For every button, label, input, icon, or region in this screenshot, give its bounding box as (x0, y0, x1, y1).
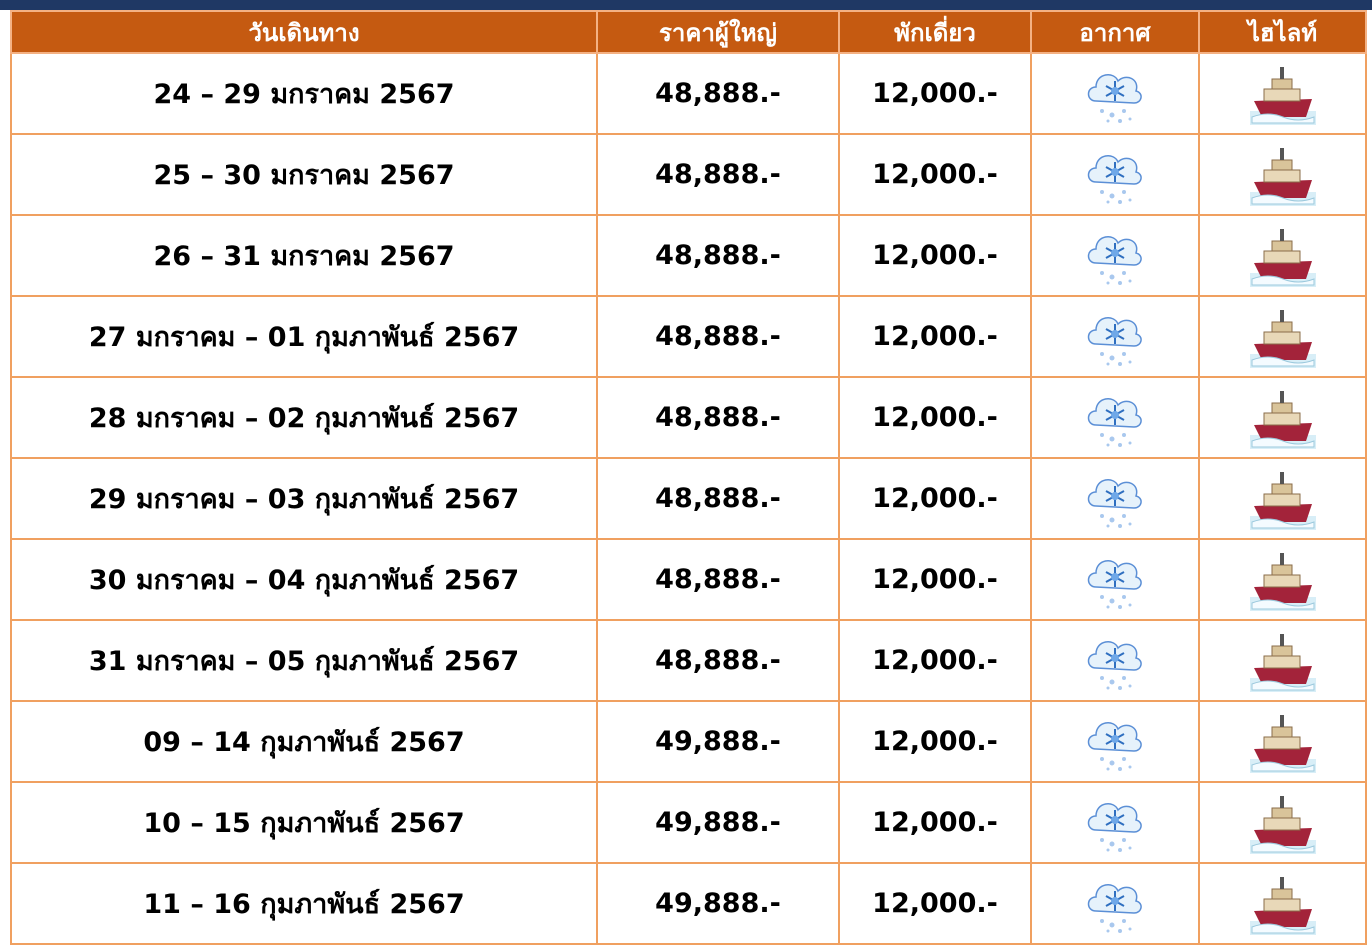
highlight-cell (1199, 377, 1366, 458)
page: วันเดินทางราคาผู้ใหญ่พักเดี่ยวอากาศไฮไลท… (0, 0, 1372, 933)
icebreaker-icon (1248, 628, 1318, 694)
icebreaker-icon (1248, 466, 1318, 532)
snow-icon (1082, 709, 1148, 775)
header-cell: วันเดินทาง (11, 11, 597, 53)
price-cell: 12,000.- (839, 620, 1031, 701)
snow-icon (1082, 628, 1148, 694)
date-cell: 25 – 30 มกราคม 2567 (11, 134, 597, 215)
highlight-cell (1199, 296, 1366, 377)
icebreaker-icon (1248, 385, 1318, 451)
price-cell: 48,888.- (597, 296, 839, 377)
price-cell: 49,888.- (597, 701, 839, 782)
price-cell: 48,888.- (597, 458, 839, 539)
price-cell: 12,000.- (839, 539, 1031, 620)
weather-cell (1031, 134, 1199, 215)
price-cell: 49,888.- (597, 863, 839, 944)
snow-icon (1082, 871, 1148, 937)
snow-icon (1082, 61, 1148, 127)
header-cell: ไฮไลท์ (1199, 11, 1366, 53)
header-cell: ราคาผู้ใหญ่ (597, 11, 839, 53)
weather-cell (1031, 539, 1199, 620)
weather-cell (1031, 215, 1199, 296)
date-cell: 11 – 16 กุมภาพันธ์ 2567 (11, 863, 597, 944)
price-cell: 12,000.- (839, 458, 1031, 539)
date-cell: 29 มกราคม – 03 กุมภาพันธ์ 2567 (11, 458, 597, 539)
icebreaker-icon (1248, 61, 1318, 127)
price-cell: 12,000.- (839, 701, 1031, 782)
snow-icon (1082, 466, 1148, 532)
highlight-cell (1199, 53, 1366, 134)
highlight-cell (1199, 701, 1366, 782)
highlight-cell (1199, 539, 1366, 620)
snow-icon (1082, 385, 1148, 451)
price-cell: 12,000.- (839, 53, 1031, 134)
date-cell: 27 มกราคม – 01 กุมภาพันธ์ 2567 (11, 296, 597, 377)
header-cell: อากาศ (1031, 11, 1199, 53)
price-cell: 48,888.- (597, 134, 839, 215)
highlight-cell (1199, 215, 1366, 296)
icebreaker-icon (1248, 709, 1318, 775)
icebreaker-icon (1248, 304, 1318, 370)
date-cell: 09 – 14 กุมภาพันธ์ 2567 (11, 701, 597, 782)
price-cell: 48,888.- (597, 53, 839, 134)
weather-cell (1031, 863, 1199, 944)
price-cell: 48,888.- (597, 377, 839, 458)
price-cell: 12,000.- (839, 296, 1031, 377)
weather-cell (1031, 296, 1199, 377)
snow-icon (1082, 304, 1148, 370)
weather-cell (1031, 458, 1199, 539)
weather-cell (1031, 782, 1199, 863)
icebreaker-icon (1248, 790, 1318, 856)
price-cell: 48,888.- (597, 539, 839, 620)
snow-icon (1082, 790, 1148, 856)
weather-cell (1031, 377, 1199, 458)
snow-icon (1082, 547, 1148, 613)
weather-cell (1031, 701, 1199, 782)
icebreaker-icon (1248, 223, 1318, 289)
icebreaker-icon (1248, 871, 1318, 937)
date-cell: 31 มกราคม – 05 กุมภาพันธ์ 2567 (11, 620, 597, 701)
date-cell: 24 – 29 มกราคม 2567 (11, 53, 597, 134)
highlight-cell (1199, 134, 1366, 215)
date-cell: 26 – 31 มกราคม 2567 (11, 215, 597, 296)
price-cell: 12,000.- (839, 134, 1031, 215)
highlight-cell (1199, 620, 1366, 701)
header-cell: พักเดี่ยว (839, 11, 1031, 53)
price-cell: 12,000.- (839, 863, 1031, 944)
price-cell: 12,000.- (839, 377, 1031, 458)
header-row: วันเดินทางราคาผู้ใหญ่พักเดี่ยวอากาศไฮไลท… (11, 11, 1366, 53)
snow-icon (1082, 223, 1148, 289)
highlight-cell (1199, 782, 1366, 863)
weather-cell (1031, 53, 1199, 134)
icebreaker-icon (1248, 547, 1318, 613)
tour-table: วันเดินทางราคาผู้ใหญ่พักเดี่ยวอากาศไฮไลท… (10, 10, 1367, 945)
price-cell: 12,000.- (839, 215, 1031, 296)
snow-icon (1082, 142, 1148, 208)
date-cell: 28 มกราคม – 02 กุมภาพันธ์ 2567 (11, 377, 597, 458)
date-cell: 10 – 15 กุมภาพันธ์ 2567 (11, 782, 597, 863)
price-cell: 48,888.- (597, 215, 839, 296)
price-cell: 12,000.- (839, 782, 1031, 863)
date-cell: 30 มกราคม – 04 กุมภาพันธ์ 2567 (11, 539, 597, 620)
highlight-cell (1199, 863, 1366, 944)
weather-cell (1031, 620, 1199, 701)
highlight-cell (1199, 458, 1366, 539)
icebreaker-icon (1248, 142, 1318, 208)
top-bar (0, 0, 1372, 10)
price-cell: 49,888.- (597, 782, 839, 863)
price-cell: 48,888.- (597, 620, 839, 701)
